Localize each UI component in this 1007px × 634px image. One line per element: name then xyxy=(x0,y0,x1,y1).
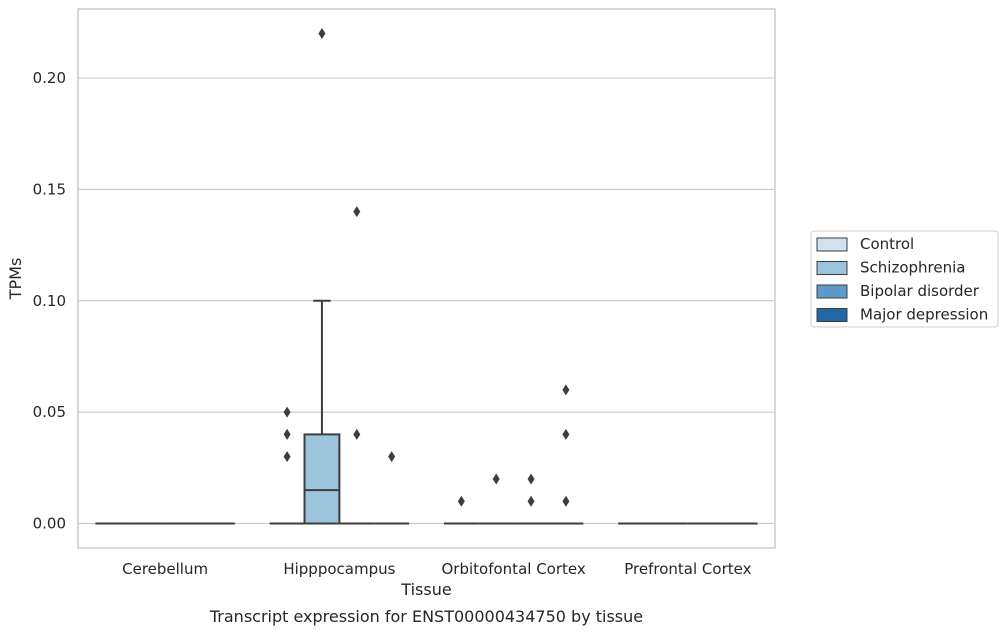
outlier-point xyxy=(527,495,535,507)
outlier-point xyxy=(353,428,361,440)
chart-title: Transcript expression for ENST0000043475… xyxy=(209,607,643,626)
outlier-point xyxy=(353,206,361,218)
x-tick-label: Cerebellum xyxy=(122,560,208,578)
y-axis-title: TPMs xyxy=(6,258,25,301)
x-tick-labels: Cerebellum Hipppocampus Orbitofontal Corte… xyxy=(122,560,751,578)
y-tick-label: 0.20 xyxy=(33,69,66,87)
outlier-point xyxy=(388,451,396,463)
outlier-point xyxy=(492,473,500,485)
outlier-point xyxy=(562,384,570,396)
x-tick-label: Orbitofontal Cortex xyxy=(442,560,586,578)
outlier-point xyxy=(283,428,291,440)
outlier-point xyxy=(562,495,570,507)
outlier-point xyxy=(283,451,291,463)
y-tick-label: 0.10 xyxy=(33,292,66,310)
outlier-point xyxy=(527,473,535,485)
x-axis-title: Tissue xyxy=(400,580,451,599)
legend-label: Bipolar disorder xyxy=(860,282,980,300)
legend-frame xyxy=(810,230,999,328)
legend-label: Schizophrenia xyxy=(860,259,965,277)
legend-swatch xyxy=(816,284,848,299)
box xyxy=(303,433,341,525)
y-tick-label: 0.00 xyxy=(33,515,66,533)
x-tick-label: Prefrontal Cortex xyxy=(624,560,751,578)
legend-label: Control xyxy=(860,235,914,253)
outlier-point xyxy=(318,28,326,39)
x-tick-label: Hipppocampus xyxy=(283,560,395,578)
gridlines xyxy=(78,77,775,525)
y-tick-label: 0.05 xyxy=(33,403,66,421)
legend-swatch xyxy=(816,261,848,275)
y-tick-label: 0.15 xyxy=(33,180,66,198)
y-tick-labels: 0.00 0.05 0.10 0.15 0.20 xyxy=(33,69,66,532)
outlier-point xyxy=(562,428,570,440)
legend: Control Schizophrenia Bipolar disorder Majo… xyxy=(810,230,999,328)
legend-swatch xyxy=(816,237,848,252)
plot-frame xyxy=(77,8,776,549)
legend-swatch xyxy=(816,308,848,322)
outlier-point xyxy=(457,495,465,507)
legend-label: Major depression xyxy=(860,306,988,324)
outlier-point xyxy=(283,406,291,418)
box-plot-layer xyxy=(95,28,758,525)
